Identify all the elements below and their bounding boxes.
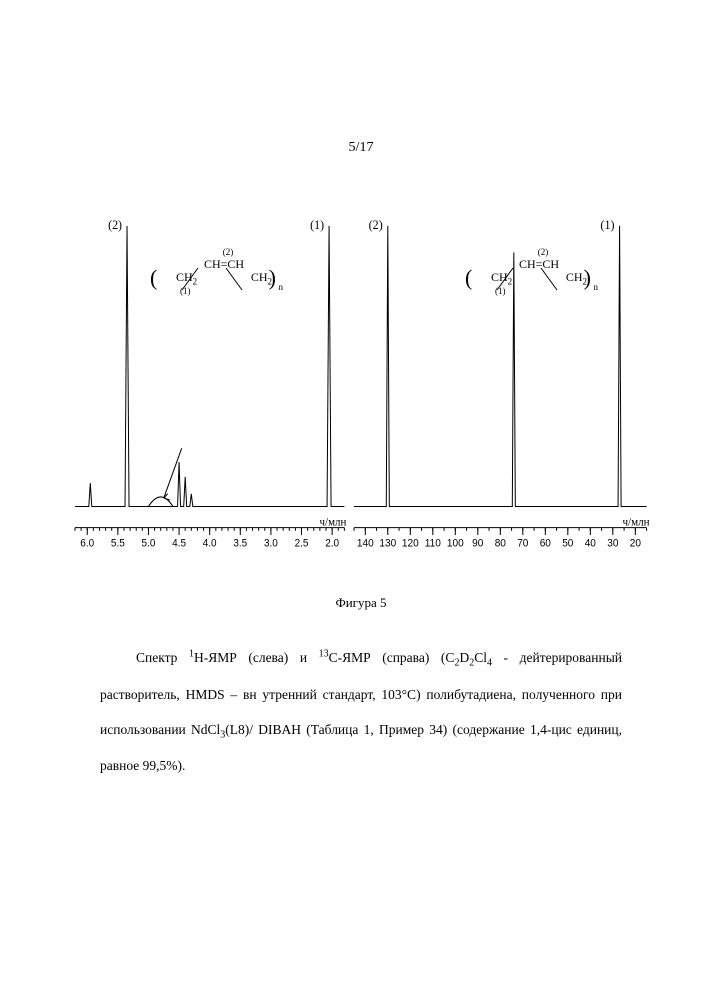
charts-container: (2) (1) 6.0 5.5 5.0 4.5 4.0 3.5 3.0 2.5 2.0 ч/млн… [70,210,652,570]
svg-text:3.5: 3.5 [233,538,247,549]
svg-text:70: 70 [518,539,529,550]
structure-right: ( ) n (2) CH=CH CH2 CH2 (1) [475,248,585,297]
figure-caption: Спектр 1H-ЯМР (слева) и 13C-ЯМР (справа)… [100,640,622,784]
svg-text:(1): (1) [310,218,324,232]
svg-text:30: 30 [608,539,619,550]
svg-text:90: 90 [473,539,484,550]
svg-text:5.5: 5.5 [111,538,125,549]
svg-text:40: 40 [585,539,596,550]
svg-text:140: 140 [357,539,374,550]
svg-text:ч/млн: ч/млн [623,516,650,528]
svg-text:4.5: 4.5 [172,538,186,549]
svg-text:100: 100 [447,539,464,550]
svg-text:130: 130 [380,539,397,550]
page-number: 5/17 [349,140,374,156]
svg-text:(2): (2) [369,218,383,232]
svg-text:ч/млн: ч/млн [320,516,347,528]
svg-text:(2): (2) [108,218,122,232]
svg-text:50: 50 [563,539,574,550]
svg-text:6.0: 6.0 [80,538,94,549]
svg-text:3.0: 3.0 [264,538,278,549]
svg-text:110: 110 [425,539,441,550]
svg-text:80: 80 [495,539,506,550]
svg-text:2.0: 2.0 [325,538,339,549]
svg-text:4.0: 4.0 [203,538,217,549]
svg-text:(1): (1) [601,218,615,232]
svg-text:120: 120 [402,539,419,550]
figure-label: Фигура 5 [335,595,386,611]
svg-text:20: 20 [630,539,641,550]
structure-left: ( ) n (2) CH=CH CH2 CH2 (1) [160,248,270,297]
svg-text:2.5: 2.5 [295,538,309,549]
svg-text:60: 60 [540,539,551,550]
svg-text:5.0: 5.0 [142,538,156,549]
